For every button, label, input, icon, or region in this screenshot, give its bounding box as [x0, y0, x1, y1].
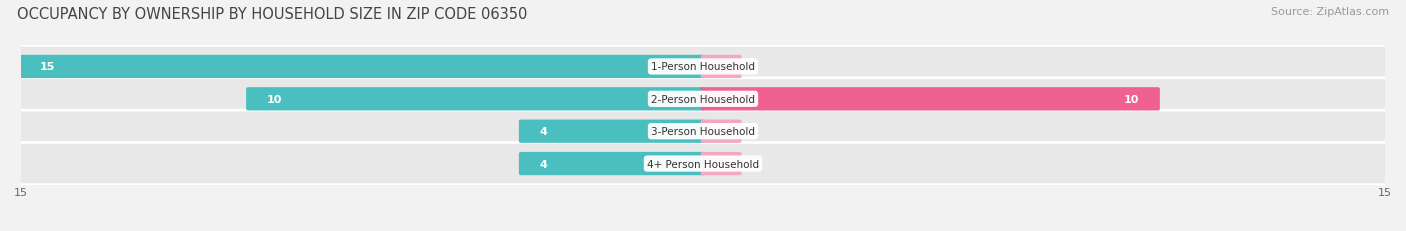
- Text: 0: 0: [747, 62, 754, 72]
- Text: 3-Person Household: 3-Person Household: [651, 127, 755, 137]
- FancyBboxPatch shape: [13, 111, 1393, 153]
- Text: 0: 0: [747, 127, 754, 137]
- FancyBboxPatch shape: [13, 46, 1393, 88]
- Text: 4+ Person Household: 4+ Person Household: [647, 159, 759, 169]
- FancyBboxPatch shape: [18, 55, 706, 79]
- FancyBboxPatch shape: [519, 120, 706, 143]
- Text: 0: 0: [747, 159, 754, 169]
- FancyBboxPatch shape: [700, 152, 741, 176]
- FancyBboxPatch shape: [700, 120, 741, 143]
- Text: 1-Person Household: 1-Person Household: [651, 62, 755, 72]
- Text: 2-Person Household: 2-Person Household: [651, 94, 755, 104]
- FancyBboxPatch shape: [519, 152, 706, 176]
- Text: Source: ZipAtlas.com: Source: ZipAtlas.com: [1271, 7, 1389, 17]
- FancyBboxPatch shape: [700, 55, 741, 79]
- FancyBboxPatch shape: [13, 143, 1393, 185]
- FancyBboxPatch shape: [700, 88, 1160, 111]
- Text: OCCUPANCY BY OWNERSHIP BY HOUSEHOLD SIZE IN ZIP CODE 06350: OCCUPANCY BY OWNERSHIP BY HOUSEHOLD SIZE…: [17, 7, 527, 22]
- FancyBboxPatch shape: [13, 78, 1393, 120]
- Text: 15: 15: [39, 62, 55, 72]
- Text: 4: 4: [540, 127, 547, 137]
- Text: 10: 10: [1123, 94, 1139, 104]
- Text: 10: 10: [267, 94, 283, 104]
- Text: 4: 4: [540, 159, 547, 169]
- FancyBboxPatch shape: [246, 88, 706, 111]
